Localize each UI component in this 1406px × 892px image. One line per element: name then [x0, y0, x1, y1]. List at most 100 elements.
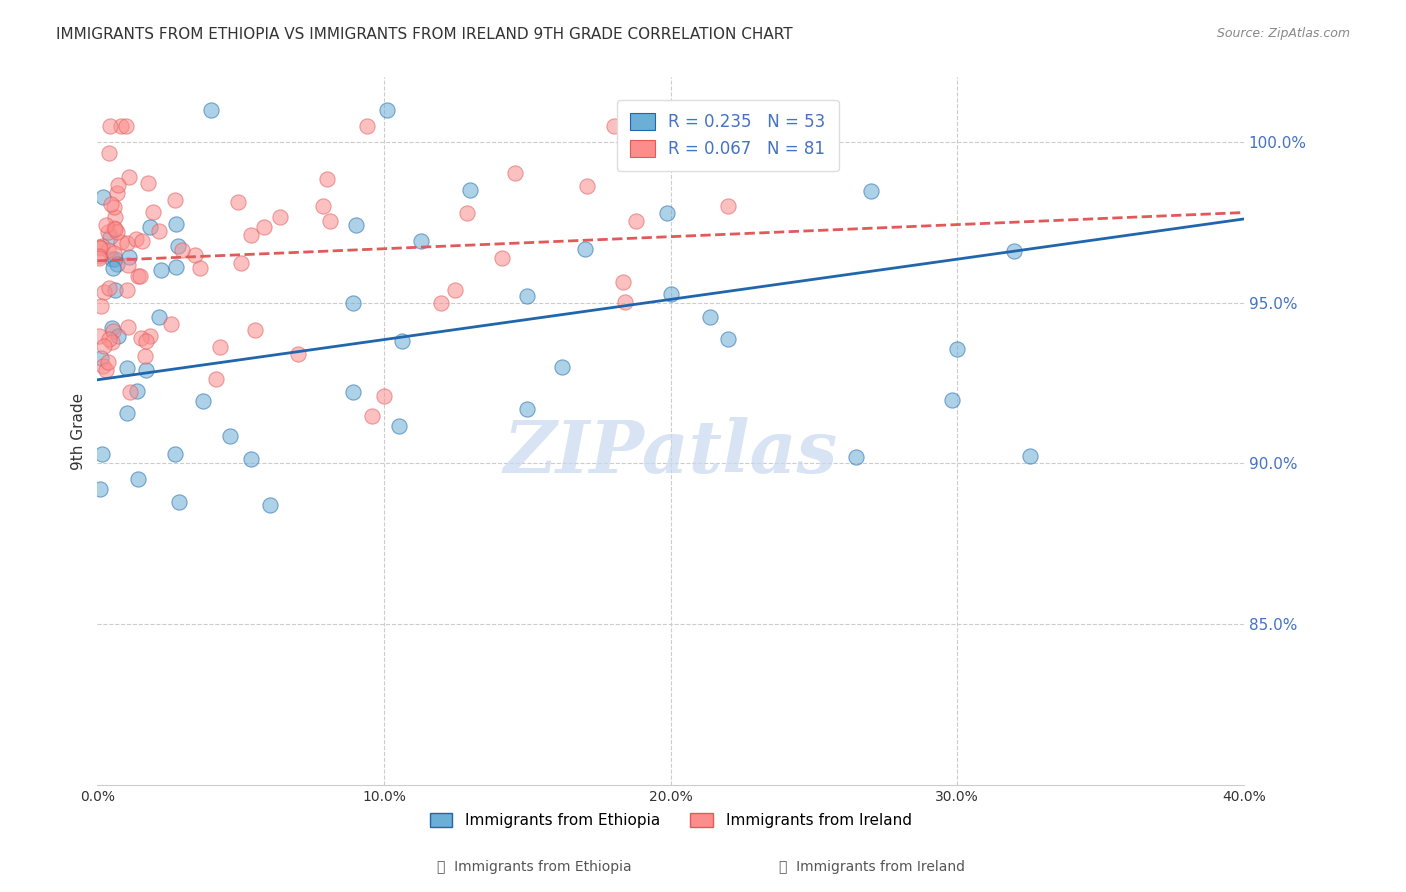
- Point: [312, 199, 335, 213]
- Point: [574, 242, 596, 256]
- Point: [183, 248, 205, 262]
- Point: [97, 243, 120, 257]
- Point: [115, 283, 138, 297]
- Point: [117, 235, 139, 250]
- Legend: Immigrants from Ethiopia, Immigrants from Ireland: Immigrants from Ethiopia, Immigrants fro…: [423, 806, 918, 834]
- Point: [148, 310, 170, 324]
- Point: [941, 393, 963, 408]
- Point: [117, 250, 139, 264]
- Point: [101, 252, 124, 267]
- Point: [200, 103, 222, 117]
- Point: [163, 447, 186, 461]
- Point: [612, 275, 634, 289]
- Text: Source: ZipAtlas.com: Source: ZipAtlas.com: [1216, 27, 1350, 40]
- Point: [209, 340, 232, 354]
- Point: [165, 260, 187, 274]
- Point: [516, 289, 538, 303]
- Point: [193, 393, 215, 408]
- Point: [229, 256, 252, 270]
- Point: [516, 402, 538, 417]
- Text: ⬜  Immigrants from Ethiopia: ⬜ Immigrants from Ethiopia: [437, 860, 631, 874]
- Point: [387, 418, 409, 433]
- Point: [138, 328, 160, 343]
- Point: [148, 224, 170, 238]
- Point: [259, 498, 281, 512]
- Point: [127, 472, 149, 486]
- Point: [150, 262, 173, 277]
- Point: [103, 221, 125, 235]
- Point: [188, 260, 211, 275]
- Point: [117, 320, 139, 334]
- Point: [129, 268, 152, 283]
- Point: [205, 372, 228, 386]
- Point: [167, 495, 190, 509]
- Point: [98, 146, 121, 161]
- Point: [93, 285, 115, 299]
- Point: [134, 349, 156, 363]
- Point: [287, 347, 309, 361]
- Point: [105, 225, 128, 239]
- Point: [135, 334, 157, 348]
- Point: [603, 119, 626, 133]
- Point: [120, 384, 142, 399]
- Point: [87, 329, 110, 343]
- Point: [860, 184, 883, 198]
- Point: [110, 235, 132, 250]
- Point: [91, 447, 114, 461]
- Point: [115, 119, 138, 133]
- Point: [90, 299, 112, 313]
- Point: [717, 333, 740, 347]
- Point: [103, 200, 125, 214]
- Point: [129, 331, 152, 345]
- Point: [117, 258, 139, 272]
- Point: [1004, 244, 1026, 258]
- Point: [243, 323, 266, 337]
- Point: [98, 332, 121, 346]
- Point: [503, 166, 526, 180]
- Point: [87, 240, 110, 254]
- Point: [125, 232, 148, 246]
- Point: [97, 225, 120, 239]
- Point: [315, 172, 337, 186]
- Point: [228, 195, 250, 210]
- Point: [101, 320, 124, 334]
- Point: [344, 218, 367, 232]
- Point: [104, 252, 127, 266]
- Point: [100, 196, 122, 211]
- Point: [138, 219, 160, 234]
- Point: [115, 407, 138, 421]
- Point: [845, 450, 868, 464]
- Point: [87, 251, 110, 265]
- Point: [91, 239, 114, 253]
- Point: [105, 257, 128, 271]
- Point: [97, 355, 120, 369]
- Point: [135, 362, 157, 376]
- Point: [342, 385, 364, 400]
- Point: [239, 227, 262, 242]
- Point: [551, 360, 574, 375]
- Point: [430, 296, 453, 310]
- Point: [391, 334, 413, 348]
- Point: [101, 324, 124, 338]
- Point: [105, 186, 128, 200]
- Point: [89, 241, 111, 255]
- Point: [575, 179, 598, 194]
- Point: [93, 339, 115, 353]
- Point: [319, 214, 342, 228]
- Point: [717, 199, 740, 213]
- Point: [110, 119, 132, 133]
- Text: IMMIGRANTS FROM ETHIOPIA VS IMMIGRANTS FROM IRELAND 9TH GRADE CORRELATION CHART: IMMIGRANTS FROM ETHIOPIA VS IMMIGRANTS F…: [56, 27, 793, 42]
- Point: [107, 178, 129, 193]
- Point: [1019, 449, 1042, 463]
- Point: [946, 343, 969, 357]
- Point: [103, 261, 125, 276]
- Point: [89, 250, 111, 264]
- Y-axis label: 9th Grade: 9th Grade: [72, 392, 86, 470]
- Point: [127, 268, 149, 283]
- Point: [91, 359, 114, 373]
- Point: [356, 119, 378, 133]
- Point: [456, 205, 478, 219]
- Point: [104, 283, 127, 297]
- Point: [103, 246, 125, 260]
- Point: [118, 169, 141, 184]
